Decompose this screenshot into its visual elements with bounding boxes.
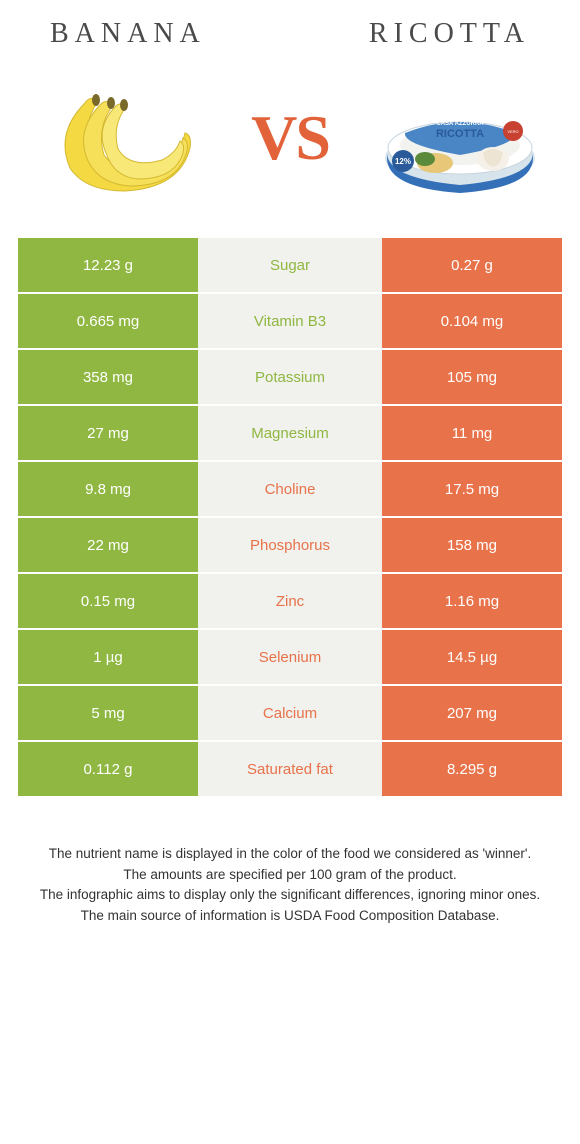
value-left: 22 mg	[18, 518, 198, 572]
value-left: 0.665 mg	[18, 294, 198, 348]
value-right: 1.16 mg	[382, 574, 562, 628]
images-row: VS RICOTTA CASA AZZURRA 12% VERO	[0, 60, 580, 238]
table-row: 358 mgPotassium105 mg	[18, 350, 562, 404]
svg-text:12%: 12%	[395, 157, 411, 166]
value-left: 9.8 mg	[18, 462, 198, 516]
nutrient-label: Sugar	[198, 238, 382, 292]
svg-text:CASA AZZURRA: CASA AZZURRA	[436, 121, 484, 127]
table-row: 5 mgCalcium207 mg	[18, 686, 562, 740]
ricotta-image: RICOTTA CASA AZZURRA 12% VERO	[370, 68, 550, 208]
table-row: 0.15 mgZinc1.16 mg	[18, 574, 562, 628]
nutrient-label: Calcium	[198, 686, 382, 740]
nutrient-label: Saturated fat	[198, 742, 382, 796]
table-row: 27 mgMagnesium11 mg	[18, 406, 562, 460]
value-right: 17.5 mg	[382, 462, 562, 516]
value-right: 0.104 mg	[382, 294, 562, 348]
nutrient-label: Selenium	[198, 630, 382, 684]
header: Banana Ricotta	[0, 0, 580, 60]
nutrient-label: Vitamin B3	[198, 294, 382, 348]
value-left: 5 mg	[18, 686, 198, 740]
vs-label: VS	[251, 101, 329, 175]
value-left: 358 mg	[18, 350, 198, 404]
footnote-line: The amounts are specified per 100 gram o…	[28, 865, 552, 885]
value-right: 11 mg	[382, 406, 562, 460]
value-right: 158 mg	[382, 518, 562, 572]
value-right: 207 mg	[382, 686, 562, 740]
table-row: 9.8 mgCholine17.5 mg	[18, 462, 562, 516]
value-right: 105 mg	[382, 350, 562, 404]
title-right: Ricotta	[369, 18, 530, 50]
nutrient-label: Zinc	[198, 574, 382, 628]
nutrient-label: Potassium	[198, 350, 382, 404]
table-row: 12.23 gSugar0.27 g	[18, 238, 562, 292]
svg-text:VERO: VERO	[507, 129, 518, 134]
comparison-table: 12.23 gSugar0.27 g0.665 mgVitamin B30.10…	[18, 238, 562, 796]
value-left: 12.23 g	[18, 238, 198, 292]
footnote: The nutrient name is displayed in the co…	[0, 798, 580, 925]
value-left: 0.112 g	[18, 742, 198, 796]
table-row: 22 mgPhosphorus158 mg	[18, 518, 562, 572]
value-right: 14.5 µg	[382, 630, 562, 684]
footnote-line: The nutrient name is displayed in the co…	[28, 844, 552, 864]
value-left: 27 mg	[18, 406, 198, 460]
svg-text:RICOTTA: RICOTTA	[436, 128, 484, 140]
title-left: Banana	[50, 18, 206, 50]
nutrient-label: Choline	[198, 462, 382, 516]
nutrient-label: Phosphorus	[198, 518, 382, 572]
footnote-line: The infographic aims to display only the…	[28, 885, 552, 905]
nutrient-label: Magnesium	[198, 406, 382, 460]
value-right: 0.27 g	[382, 238, 562, 292]
footnote-line: The main source of information is USDA F…	[28, 906, 552, 926]
value-right: 8.295 g	[382, 742, 562, 796]
table-row: 0.112 gSaturated fat8.295 g	[18, 742, 562, 796]
table-row: 1 µgSelenium14.5 µg	[18, 630, 562, 684]
value-left: 0.15 mg	[18, 574, 198, 628]
table-row: 0.665 mgVitamin B30.104 mg	[18, 294, 562, 348]
banana-image	[30, 68, 210, 208]
value-left: 1 µg	[18, 630, 198, 684]
